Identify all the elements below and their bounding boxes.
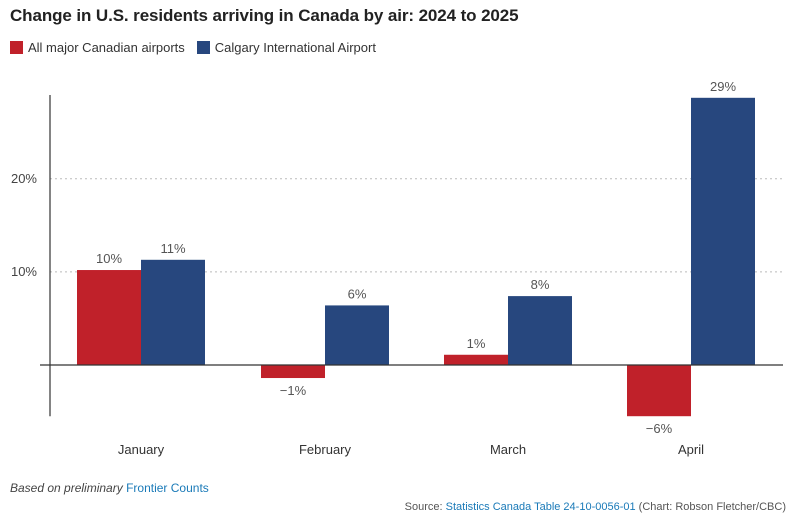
- data-label: 10%: [96, 251, 122, 266]
- source-prefix: Source:: [404, 501, 443, 513]
- bar-calgary-march: [508, 296, 572, 365]
- legend-item-calgary: Calgary International Airport: [196, 40, 376, 55]
- y-tick-label: 10%: [11, 264, 37, 279]
- x-tick-label: January: [118, 442, 165, 457]
- bar-all-airports-january: [77, 270, 141, 365]
- bar-all-airports-march: [444, 354, 508, 365]
- data-label: 29%: [710, 79, 736, 94]
- source-line: Source: Statistics Canada Table 24-10-00…: [405, 501, 786, 513]
- data-label: 6%: [348, 286, 367, 301]
- legend-label-all-airports: All major Canadian airports: [28, 40, 185, 55]
- footnote-text: Based on preliminary: [10, 481, 123, 495]
- bar-calgary-february: [325, 305, 389, 365]
- chart-title: Change in U.S. residents arriving in Can…: [10, 6, 519, 25]
- data-label: 8%: [531, 277, 550, 292]
- legend: All major Canadian airports Calgary Inte…: [10, 40, 388, 55]
- data-label: 1%: [467, 336, 486, 351]
- bar-all-airports-february: [261, 365, 325, 379]
- source-credit: (Chart: Robson Fletcher/CBC): [638, 501, 786, 513]
- source-table-link[interactable]: Statistics Canada Table 24-10-0056-01: [445, 501, 636, 513]
- bar-calgary-january: [141, 259, 205, 365]
- legend-swatch-all-airports: [10, 41, 23, 54]
- x-tick-label: February: [299, 442, 352, 457]
- legend-item-all-airports: All major Canadian airports: [10, 40, 185, 55]
- x-tick-label: April: [678, 442, 704, 457]
- bar-chart: 10% 20% 10% 11% January −1% 6% February 1% 8% Marc…: [11, 79, 783, 457]
- legend-swatch-calgary: [196, 41, 210, 54]
- data-label: −1%: [280, 383, 307, 398]
- legend-label-calgary: Calgary International Airport: [214, 40, 376, 55]
- data-label: −6%: [646, 421, 673, 436]
- frontier-counts-link[interactable]: Frontier Counts: [126, 481, 209, 495]
- footnote: Based on preliminary Frontier Counts: [10, 481, 209, 495]
- bar-calgary-april: [691, 97, 755, 365]
- y-tick-label: 20%: [11, 171, 37, 186]
- bar-all-airports-april: [627, 365, 691, 417]
- data-label: 11%: [160, 241, 185, 256]
- x-tick-label: March: [490, 442, 526, 457]
